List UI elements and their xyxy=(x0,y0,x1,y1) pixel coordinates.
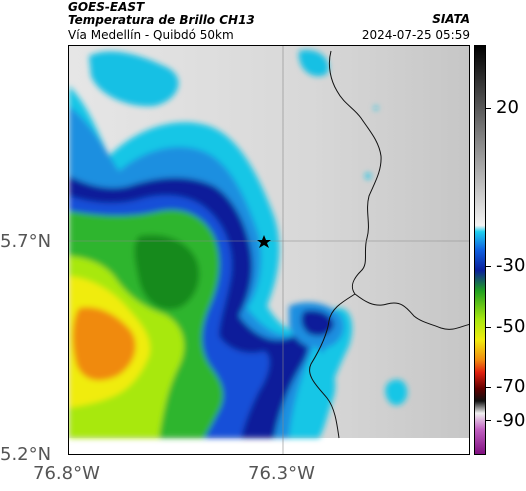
colorbar-tick xyxy=(486,420,491,421)
colorbar-tick xyxy=(486,387,491,388)
colorbar-tick xyxy=(486,327,491,328)
map-svg xyxy=(69,46,469,454)
lon-label-76-8: 76.8°W xyxy=(33,463,100,484)
cloud-layer xyxy=(69,50,408,438)
star-marker[interactable] xyxy=(257,235,271,248)
timestamp-label: 2024-07-25 05:59 xyxy=(361,28,470,42)
temperature-colorbar xyxy=(474,45,486,455)
colorbar-tick xyxy=(486,266,491,267)
colorbar-tick xyxy=(486,108,491,109)
colorbar-label-m70: -70 xyxy=(496,376,526,397)
boundary-lines xyxy=(309,50,469,439)
satellite-map[interactable] xyxy=(68,45,470,455)
colorbar-label-m90: -90 xyxy=(496,410,526,431)
lat-label-5-2: 5.2°N xyxy=(0,444,52,465)
route-label: Vía Medellín - Quibdó 50km xyxy=(68,28,234,42)
colorbar-label-m30: -30 xyxy=(496,255,526,276)
colorbar-label-20: 20 xyxy=(496,97,519,118)
lat-label-5-7: 5.7°N xyxy=(0,231,52,252)
product-title: Temperatura de Brillo CH13 xyxy=(68,13,255,27)
no-data-strip xyxy=(69,438,469,454)
colorbar-label-m50: -50 xyxy=(496,316,526,337)
satellite-title: GOES-EAST xyxy=(68,0,145,14)
organization-label: SIATA xyxy=(432,12,470,26)
lon-label-76-3: 76.3°W xyxy=(248,463,315,484)
